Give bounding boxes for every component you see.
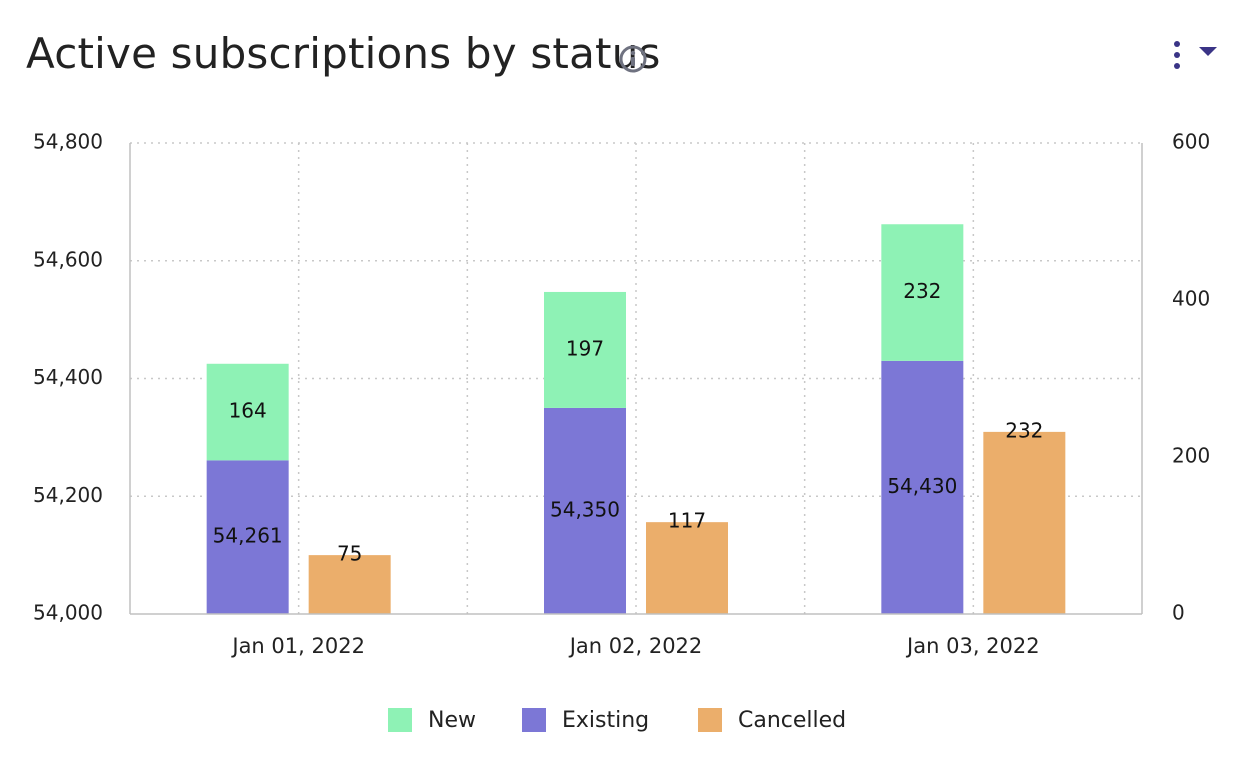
bar-cancelled[interactable] xyxy=(983,431,1066,614)
left-axis-tick-label: 54,200 xyxy=(33,483,103,507)
bar-new[interactable] xyxy=(881,224,964,361)
labels-layer: 54,261 164 75 54,350 197 117 54,430 232 232 xyxy=(213,279,1044,566)
legend-label-existing: Existing xyxy=(562,707,650,733)
chart-title: Active subscriptions by status xyxy=(26,29,661,78)
left-axis-tick-label: 54,600 xyxy=(33,247,103,271)
data-label-existing: 54,261 xyxy=(213,524,283,548)
grid-layer xyxy=(130,142,1142,614)
legend-swatch-new xyxy=(388,708,412,732)
legend-swatch-existing xyxy=(522,708,546,732)
bar-new[interactable] xyxy=(206,363,289,461)
bar-existing[interactable] xyxy=(544,407,626,614)
chart-header: Active subscriptions by status xyxy=(0,0,1254,100)
data-label-new: 197 xyxy=(566,336,604,360)
data-label-existing: 54,430 xyxy=(887,474,957,498)
x-axis-category-label: Jan 01, 2022 xyxy=(230,634,365,658)
bars-layer xyxy=(206,224,1066,614)
axis-layer: 54,000 54,200 54,400 54,600 54,800 0 200 400 600… xyxy=(33,130,1210,659)
legend-item-new[interactable]: New xyxy=(388,700,476,740)
left-axis-tick-label: 54,400 xyxy=(33,365,103,389)
data-label-cancelled: 232 xyxy=(1005,418,1043,442)
data-label-new: 232 xyxy=(903,279,941,303)
vertical-dots-icon[interactable] xyxy=(1168,38,1186,72)
bar-new[interactable] xyxy=(544,291,626,408)
right-axis-tick-label: 400 xyxy=(1172,287,1210,311)
right-axis-tick-label: 0 xyxy=(1172,601,1185,625)
chart-legend: New Existing Cancelled xyxy=(0,700,1254,740)
legend-label-cancelled: Cancelled xyxy=(738,707,847,733)
left-axis-tick-label: 54,000 xyxy=(33,601,103,625)
data-label-cancelled: 117 xyxy=(668,509,706,533)
data-label-new: 164 xyxy=(229,399,267,423)
legend-item-existing[interactable]: Existing xyxy=(522,700,649,740)
data-label-cancelled: 75 xyxy=(337,542,362,566)
left-axis-tick-label: 54,800 xyxy=(33,130,103,154)
bar-existing[interactable] xyxy=(881,360,964,614)
info-icon[interactable] xyxy=(618,44,648,74)
legend-label-new: New xyxy=(428,707,476,733)
legend-item-cancelled[interactable]: Cancelled xyxy=(698,700,846,740)
bar-cancelled[interactable] xyxy=(646,522,728,614)
data-label-existing: 54,350 xyxy=(550,497,620,521)
right-axis-tick-label: 600 xyxy=(1172,130,1210,154)
bar-existing[interactable] xyxy=(206,460,289,614)
x-axis-category-label: Jan 02, 2022 xyxy=(568,634,703,658)
right-axis-tick-label: 200 xyxy=(1172,444,1210,468)
x-axis-category-label: Jan 03, 2022 xyxy=(905,634,1040,658)
legend-swatch-cancelled xyxy=(698,708,722,732)
bar-cancelled[interactable] xyxy=(308,555,391,614)
caret-down-icon[interactable] xyxy=(1196,42,1220,60)
